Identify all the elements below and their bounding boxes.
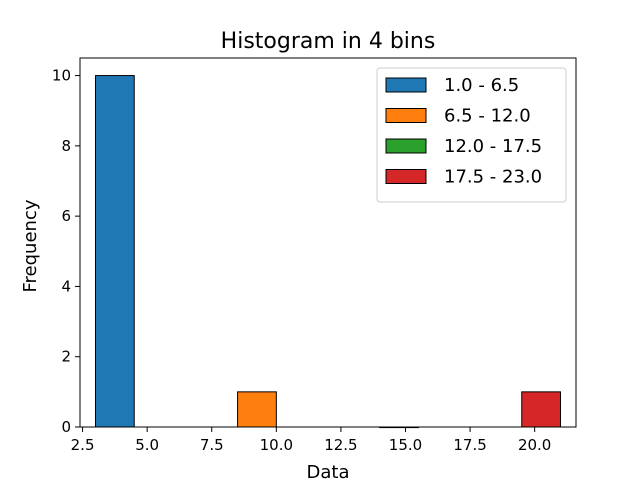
legend-swatch [385,169,427,184]
x-tick-label: 5.0 [135,436,159,454]
x-tick-label: 20.0 [518,436,551,454]
y-tick-label: 8 [61,137,71,155]
x-tick-label: 12.5 [324,436,357,454]
x-tick-label: 17.5 [453,436,486,454]
x-tick-label: 2.5 [71,436,95,454]
bar-4 [521,391,561,428]
bars-group [95,75,561,429]
y-tick-label: 6 [61,207,71,225]
x-tick-label: 7.5 [200,436,224,454]
x-tick-label: 15.0 [389,436,422,454]
x-ticks-group: 2.5 5.0 7.5 10.0 12.5 15.0 17.5 20.0 [71,427,551,454]
y-axis-label: Frequency [20,199,41,292]
y-ticks-group: 0 2 4 6 8 10 [52,67,80,436]
x-axis-label: Data [307,462,350,480]
legend: 1.0 - 6.5 6.5 - 12.0 12.0 - 17.5 17.5 - 23.… [376,67,567,203]
legend-swatch [385,138,427,154]
x-tick-label: 10.0 [260,436,293,454]
legend-label: 12.0 - 17.5 [444,136,542,157]
y-tick-label: 4 [61,277,71,295]
legend-swatch [385,108,427,123]
legend-label: 6.5 - 12.0 [444,106,531,127]
plot-frame [79,57,577,428]
y-tick-label: 2 [61,348,71,366]
legend-swatch [385,77,427,93]
bar-1 [95,75,135,428]
y-tick-label: 0 [61,418,71,436]
legend-label: 1.0 - 6.5 [444,75,519,96]
chart-title: Histogram in 4 bins [221,29,436,54]
bar-2 [237,391,277,428]
y-tick-label: 10 [52,67,71,85]
legend-label: 17.5 - 23.0 [444,167,542,188]
legend-box [376,67,567,203]
